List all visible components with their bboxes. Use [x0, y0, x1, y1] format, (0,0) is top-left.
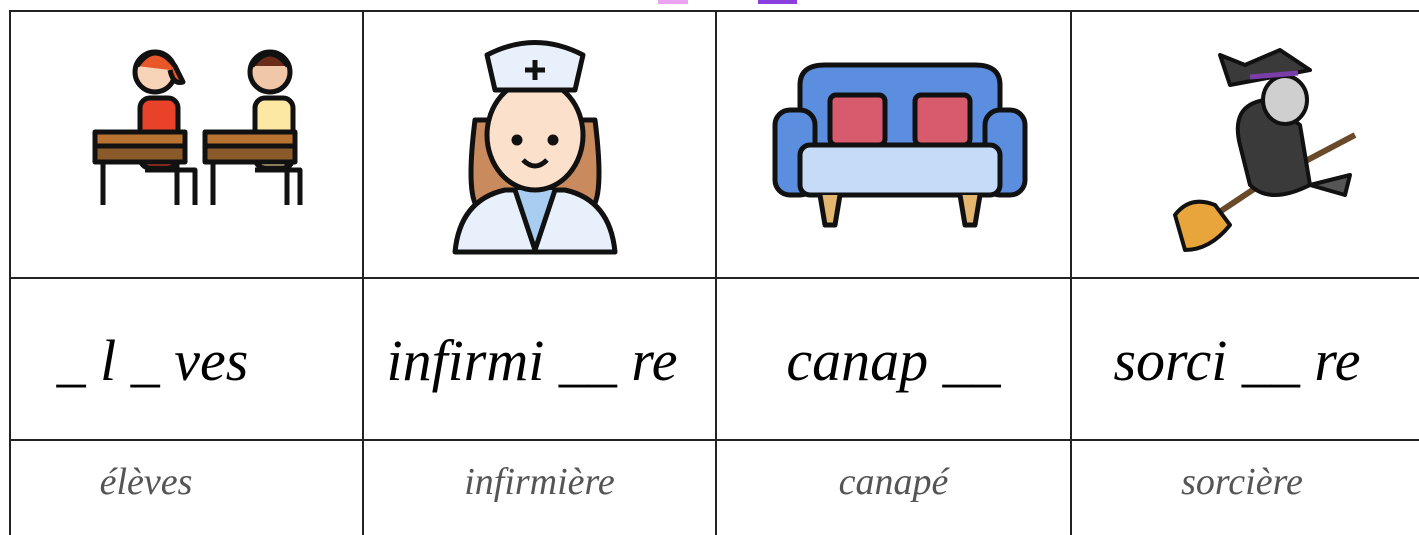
nurse-icon [452, 40, 618, 255]
answer: sorcière [1181, 461, 1303, 503]
grid-line [1070, 10, 1072, 535]
answer: canapé [838, 461, 949, 503]
color-tab [658, 0, 688, 4]
grid-line [362, 10, 364, 535]
students-icon [92, 49, 303, 205]
grid-line [10, 10, 1419, 12]
answer: infirmière [464, 461, 615, 503]
sofa-icon [772, 62, 1028, 228]
witch-icon [1173, 48, 1357, 252]
word-blank: canap __ [786, 327, 1001, 393]
word-blank: sorci __ re [1113, 327, 1361, 393]
color-tab [758, 0, 797, 4]
grid-line [715, 10, 717, 535]
word-blank: _ l _ ves [56, 327, 249, 393]
grid-line [10, 439, 1419, 441]
grid-line [9, 10, 11, 535]
word-blank: infirmi __ re [386, 327, 678, 393]
grid-line [10, 277, 1419, 279]
answer: élèves [99, 461, 193, 503]
